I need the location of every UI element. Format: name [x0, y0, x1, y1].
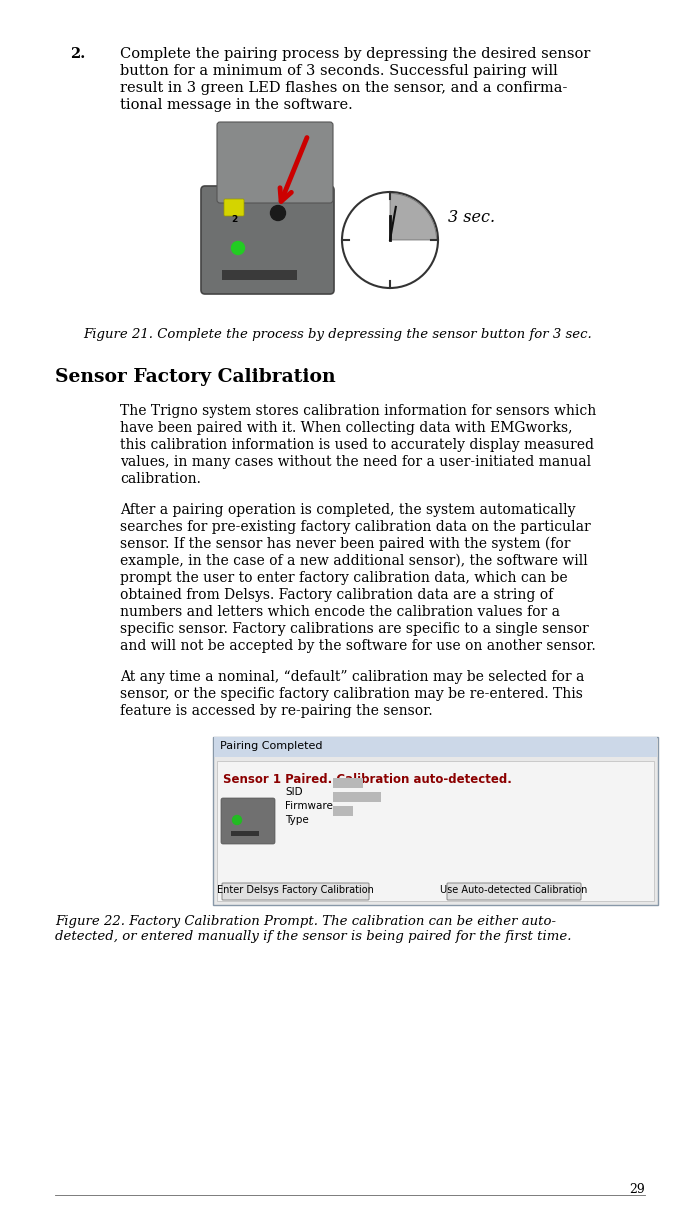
Bar: [333, 806, 353, 816]
Text: Figure 21. Complete the process by depressing the sensor button for 3 sec.: Figure 21. Complete the process by depre…: [84, 328, 592, 341]
Bar: [214, 737, 657, 758]
Bar: [333, 791, 381, 802]
Text: values, in many cases without the need for a user-initiated manual: values, in many cases without the need f…: [120, 454, 591, 469]
FancyBboxPatch shape: [201, 185, 334, 295]
FancyBboxPatch shape: [221, 797, 275, 844]
Text: obtained from Delsys. Factory calibration data are a string of: obtained from Delsys. Factory calibratio…: [120, 588, 553, 602]
Text: and will not be accepted by the software for use on another sensor.: and will not be accepted by the software…: [120, 639, 596, 653]
Text: calibration.: calibration.: [120, 471, 201, 486]
Text: numbers and letters which encode the calibration values for a: numbers and letters which encode the cal…: [120, 605, 560, 619]
Text: sensor, or the specific factory calibration may be re-entered. This: sensor, or the specific factory calibrat…: [120, 687, 583, 701]
Bar: [231, 831, 259, 836]
Text: After a pairing operation is completed, the system automatically: After a pairing operation is completed, …: [120, 503, 575, 518]
Text: Type: Type: [285, 814, 309, 825]
Text: Use Auto-detected Calibration: Use Auto-detected Calibration: [440, 885, 588, 894]
Text: Enter Delsys Factory Calibration: Enter Delsys Factory Calibration: [217, 885, 374, 894]
Bar: [333, 778, 363, 788]
Text: tional message in the software.: tional message in the software.: [120, 98, 353, 112]
Text: example, in the case of a new additional sensor), the software will: example, in the case of a new additional…: [120, 554, 588, 568]
Circle shape: [232, 816, 242, 824]
FancyBboxPatch shape: [224, 199, 244, 216]
Bar: [217, 761, 654, 901]
Bar: [213, 737, 658, 905]
Text: searches for pre-existing factory calibration data on the particular: searches for pre-existing factory calibr…: [120, 520, 591, 534]
FancyBboxPatch shape: [217, 122, 333, 202]
Text: SID: SID: [285, 787, 303, 797]
Text: Sensor Factory Calibration: Sensor Factory Calibration: [55, 368, 336, 385]
FancyBboxPatch shape: [447, 884, 581, 901]
Circle shape: [232, 241, 244, 255]
Text: 2.: 2.: [70, 47, 85, 61]
Text: prompt the user to enter factory calibration data, which can be: prompt the user to enter factory calibra…: [120, 571, 567, 585]
Text: sensor. If the sensor has never been paired with the system (for: sensor. If the sensor has never been pai…: [120, 537, 571, 551]
Circle shape: [271, 206, 286, 221]
Text: have been paired with it. When collecting data with EMGworks,: have been paired with it. When collectin…: [120, 421, 573, 435]
Text: 2: 2: [231, 215, 237, 223]
Text: specific sensor. Factory calibrations are specific to a single sensor: specific sensor. Factory calibrations ar…: [120, 622, 589, 636]
Text: Complete the pairing process by depressing the desired sensor: Complete the pairing process by depressi…: [120, 47, 590, 61]
Text: this calibration information is used to accurately display measured: this calibration information is used to …: [120, 438, 594, 452]
Text: result in 3 green LED flashes on the sensor, and a confirma-: result in 3 green LED flashes on the sen…: [120, 81, 567, 95]
Text: feature is accessed by re-pairing the sensor.: feature is accessed by re-pairing the se…: [120, 704, 433, 718]
Wedge shape: [390, 194, 437, 240]
Text: Pairing Completed: Pairing Completed: [220, 741, 322, 751]
Text: Firmware: Firmware: [285, 801, 333, 811]
Text: button for a minimum of 3 seconds. Successful pairing will: button for a minimum of 3 seconds. Succe…: [120, 64, 558, 78]
Text: Figure 22. Factory Calibration Prompt. The calibration can be either auto-: Figure 22. Factory Calibration Prompt. T…: [55, 915, 556, 928]
FancyBboxPatch shape: [222, 884, 369, 901]
Text: Sensor 1 Paired. Calibration auto-detected.: Sensor 1 Paired. Calibration auto-detect…: [223, 773, 512, 787]
Text: 3 sec.: 3 sec.: [448, 210, 495, 227]
Bar: [222, 270, 297, 280]
Text: detected, or entered manually if the sensor is being paired for the first time.: detected, or entered manually if the sen…: [55, 930, 571, 943]
Text: At any time a nominal, “default” calibration may be selected for a: At any time a nominal, “default” calibra…: [120, 670, 584, 684]
Text: 29: 29: [629, 1183, 645, 1196]
Text: The Trigno system stores calibration information for sensors which: The Trigno system stores calibration inf…: [120, 404, 596, 418]
